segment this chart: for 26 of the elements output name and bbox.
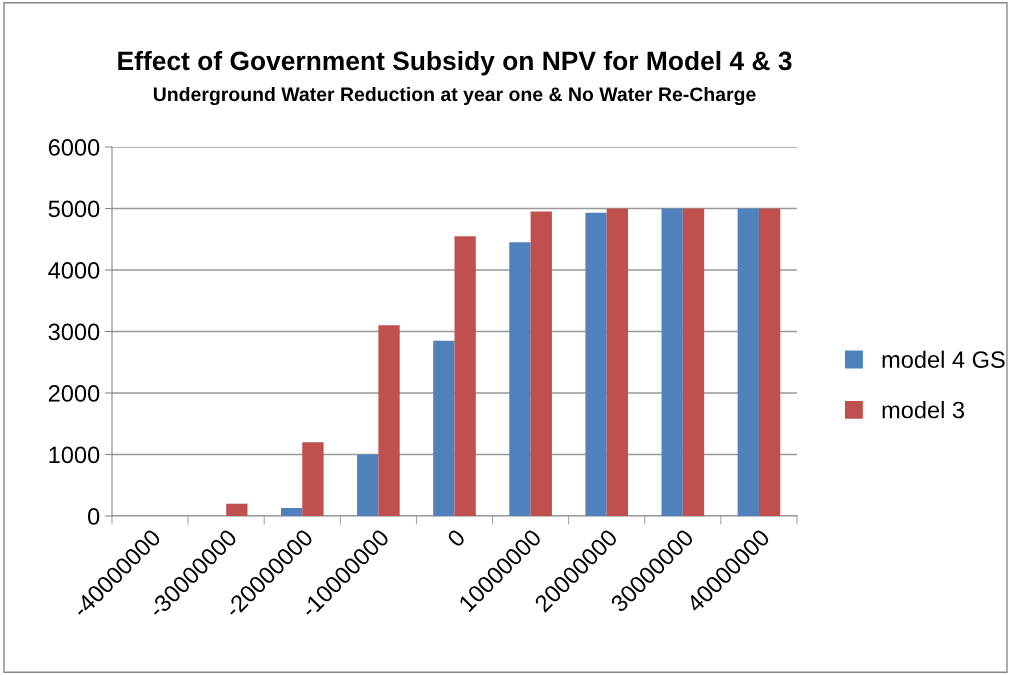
y-tick-label: 5000: [48, 200, 100, 218]
bar: [357, 454, 379, 516]
bar: [606, 208, 629, 516]
bar: [454, 236, 476, 516]
y-tick-label: 0: [87, 508, 100, 525]
bar: [280, 508, 303, 516]
bar: [302, 442, 324, 516]
bar: [661, 208, 683, 516]
bar: [737, 208, 759, 516]
bar: [530, 211, 552, 516]
chart-title: Effect of Government Subsidy on NPV for Model 4 & 3: [118, 50, 792, 76]
bar: [758, 208, 781, 516]
y-tick-label: 2000: [48, 385, 100, 402]
y-tick-label: 3000: [48, 323, 100, 341]
bar: [682, 208, 705, 516]
bar: [433, 340, 455, 516]
bar: [509, 242, 531, 516]
bar: [585, 212, 607, 516]
legend-label: model 3: [882, 401, 965, 419]
chart-subtitle: Underground Water Reduction at year one & No Water Re-Charge: [153, 86, 756, 106]
y-tick-label: 6000: [48, 139, 100, 156]
bar: [378, 325, 400, 516]
legend-label: model 4 GS: [882, 350, 1005, 369]
y-tick-label: 1000: [49, 446, 100, 464]
y-tick-label: 4000: [48, 262, 100, 279]
bar: [226, 503, 248, 516]
